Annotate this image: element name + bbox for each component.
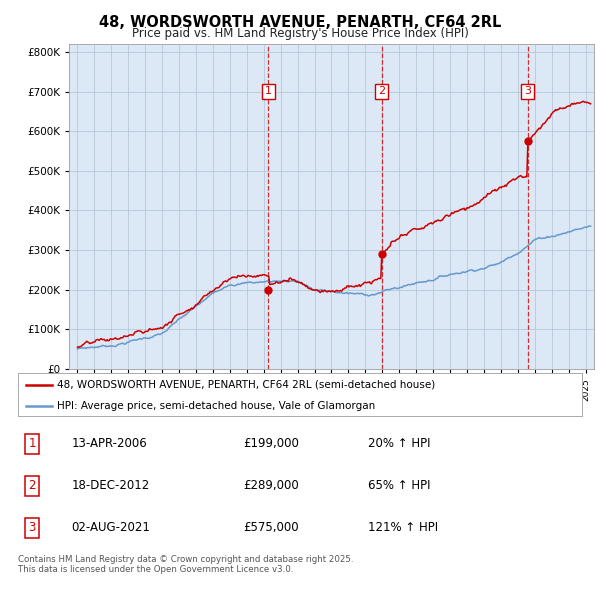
Text: 121% ↑ HPI: 121% ↑ HPI [368, 522, 438, 535]
Text: Contains HM Land Registry data © Crown copyright and database right 2025.
This d: Contains HM Land Registry data © Crown c… [18, 555, 353, 574]
Text: 20% ↑ HPI: 20% ↑ HPI [368, 437, 430, 450]
Text: Price paid vs. HM Land Registry's House Price Index (HPI): Price paid vs. HM Land Registry's House … [131, 27, 469, 40]
Text: 3: 3 [524, 86, 531, 96]
Text: 65% ↑ HPI: 65% ↑ HPI [368, 479, 430, 493]
Text: £289,000: £289,000 [244, 479, 299, 493]
Text: 02-AUG-2021: 02-AUG-2021 [71, 522, 151, 535]
Text: 2: 2 [28, 479, 36, 493]
Text: HPI: Average price, semi-detached house, Vale of Glamorgan: HPI: Average price, semi-detached house,… [58, 401, 376, 411]
Text: 1: 1 [265, 86, 272, 96]
Text: £575,000: £575,000 [244, 522, 299, 535]
Text: 3: 3 [28, 522, 36, 535]
Text: £199,000: £199,000 [244, 437, 299, 450]
Text: 1: 1 [28, 437, 36, 450]
Text: 13-APR-2006: 13-APR-2006 [71, 437, 148, 450]
Text: 48, WORDSWORTH AVENUE, PENARTH, CF64 2RL: 48, WORDSWORTH AVENUE, PENARTH, CF64 2RL [99, 15, 501, 30]
Text: 2: 2 [378, 86, 385, 96]
Text: 48, WORDSWORTH AVENUE, PENARTH, CF64 2RL (semi-detached house): 48, WORDSWORTH AVENUE, PENARTH, CF64 2RL… [58, 380, 436, 390]
Text: 18-DEC-2012: 18-DEC-2012 [71, 479, 150, 493]
